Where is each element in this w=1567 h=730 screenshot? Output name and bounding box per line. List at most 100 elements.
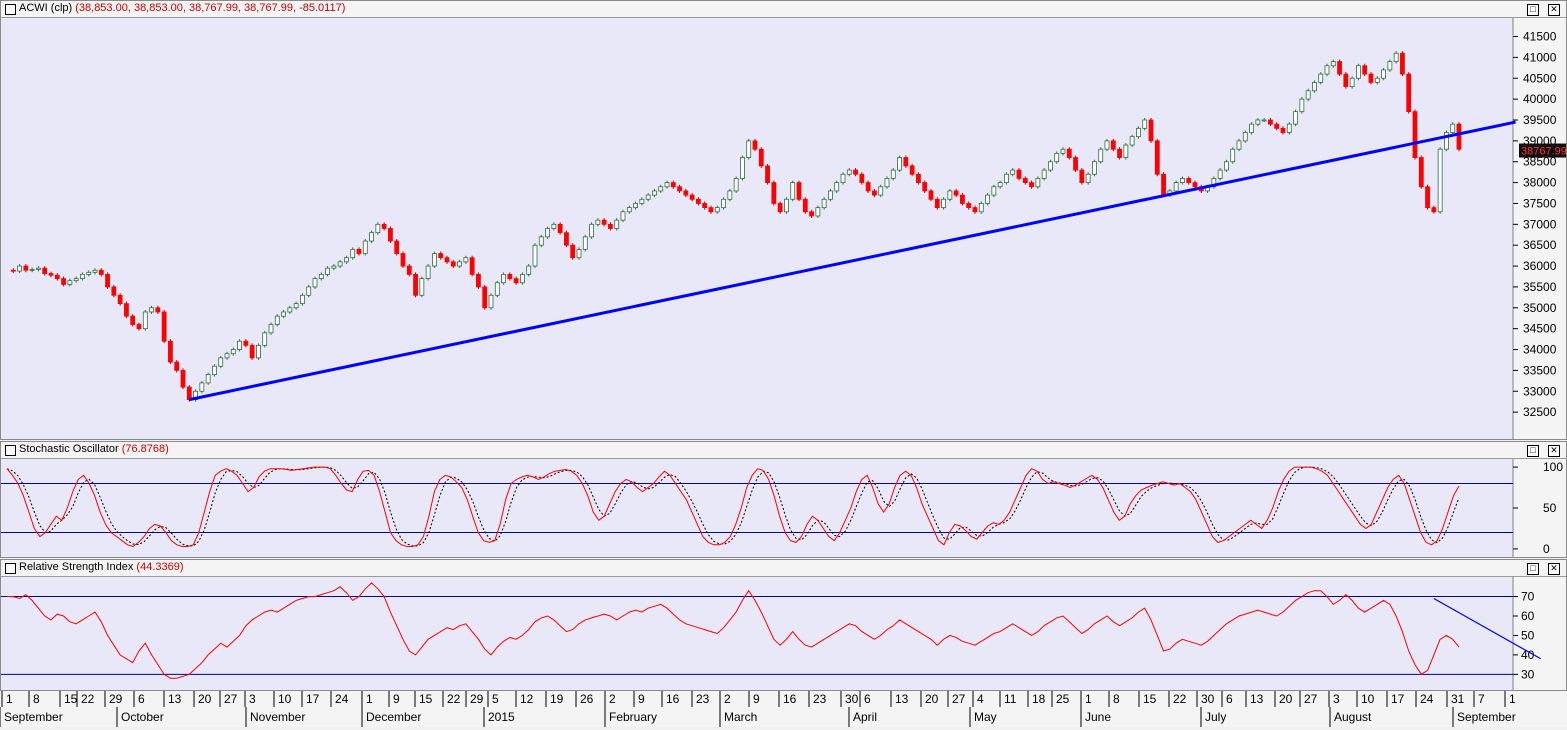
day-tick-label: 27 [952, 692, 966, 706]
candle [111, 286, 117, 296]
y-tick-label: 35000 [1523, 301, 1557, 315]
candle [859, 173, 865, 183]
candle [953, 190, 959, 196]
candle [281, 311, 286, 317]
pane-checkbox[interactable] [5, 445, 16, 456]
candle [1211, 178, 1217, 188]
candle [1418, 157, 1424, 188]
restore-pane-button[interactable]: □ [1526, 563, 1539, 575]
candle [318, 274, 324, 279]
rsi-pane: Relative Strength Index (44.3369) □ ✕ 30… [0, 559, 1567, 691]
candle [105, 274, 110, 288]
close-pane-button[interactable]: ✕ [1548, 4, 1560, 16]
rsi-titlebar: Relative Strength Index (44.3369) □ ✕ [1, 560, 1566, 577]
candle [1098, 148, 1104, 163]
month-label: February [609, 710, 657, 724]
symbol-label: ACWI (clp) [19, 2, 73, 14]
candle [652, 190, 657, 196]
candle [1073, 157, 1078, 171]
candle [551, 223, 557, 229]
candle [758, 148, 764, 167]
day-tick-label: 13 [168, 692, 182, 706]
y-tick-label: 33000 [1523, 384, 1557, 398]
candle [1305, 90, 1311, 100]
y-tick-label: 37500 [1523, 196, 1557, 210]
candle [287, 307, 293, 313]
y-tick-label: 33500 [1523, 363, 1557, 377]
y-tick-label: 41000 [1523, 50, 1557, 64]
month-label: September [4, 710, 63, 724]
day-tick-label: 3 [1333, 692, 1340, 706]
stochastic-chart[interactable]: 0 50 100 [1, 459, 1566, 557]
rsi-chart[interactable]: 30 40 50 60 70 [1, 577, 1566, 690]
candle [708, 207, 714, 213]
candle [1123, 144, 1129, 158]
candle [469, 257, 475, 275]
candle [1337, 61, 1342, 75]
candle [1330, 61, 1336, 67]
candle [1029, 182, 1034, 188]
candle [243, 340, 249, 346]
candle [1016, 169, 1022, 179]
candle [1362, 65, 1368, 75]
y-tick-label: 70 [1521, 590, 1535, 604]
candle [212, 365, 217, 375]
candle [1261, 119, 1267, 122]
candle [696, 198, 701, 204]
close-pane-button[interactable]: ✕ [1548, 445, 1560, 457]
pane-checkbox[interactable] [5, 563, 16, 574]
candle [1444, 132, 1449, 150]
candle [576, 248, 582, 259]
plot-area [1, 459, 1513, 557]
candle [218, 357, 224, 367]
candle [438, 253, 444, 259]
candle [1368, 73, 1374, 83]
candle [457, 261, 462, 267]
candle [865, 182, 871, 192]
candle [809, 211, 814, 217]
candle [796, 182, 802, 200]
candle [1381, 69, 1386, 79]
candle [1299, 98, 1305, 113]
candle [815, 207, 821, 217]
y-tick-label: 36500 [1523, 238, 1557, 252]
candle [771, 182, 777, 204]
day-tick-label: 6 [864, 692, 871, 706]
candle [1004, 173, 1009, 183]
pane-checkbox[interactable] [5, 4, 16, 15]
candle [356, 248, 362, 254]
candle [1456, 123, 1462, 150]
y-tick-label: 41500 [1523, 30, 1557, 44]
date-axis[interactable]: 1 8 15 22 29 6 13 20 27 3 10 17 24 1 9 15 22 29 5 12 19 26 2 9 1… [0, 690, 1567, 727]
candle [42, 267, 48, 274]
stochastic-k-line [6, 466, 1460, 548]
candle [670, 182, 676, 188]
candle [784, 198, 789, 213]
day-tick-label: 10 [1361, 692, 1375, 706]
candle [1324, 65, 1330, 75]
candle [394, 240, 400, 254]
candle [1048, 161, 1053, 171]
candle [444, 257, 450, 263]
candle [890, 169, 896, 179]
stochastic-title: Stochastic Oscillator (76.8768) [19, 443, 169, 455]
day-tick-label: 1 [366, 692, 373, 706]
day-tick-label: 9 [638, 692, 645, 706]
y-tick-label: 38500 [1523, 155, 1557, 169]
candle [828, 190, 833, 200]
y-tick-label: 50 [1543, 501, 1557, 515]
month-label: April [853, 710, 877, 724]
day-tick-label: 1 [1085, 692, 1092, 706]
restore-pane-button[interactable]: □ [1526, 4, 1539, 16]
candle [205, 374, 211, 384]
candle [369, 232, 374, 242]
candle [538, 236, 544, 246]
price-chart[interactable]: 32500 33000 33500 34000 34500 35000 35500 36000… [1, 18, 1566, 439]
day-tick-label: 19 [550, 692, 564, 706]
restore-pane-button[interactable]: □ [1526, 445, 1539, 457]
candle [1374, 77, 1380, 83]
candle [608, 223, 613, 229]
day-tick-label: 10 [278, 692, 292, 706]
close-pane-button[interactable]: ✕ [1548, 563, 1560, 575]
candle [564, 232, 569, 246]
